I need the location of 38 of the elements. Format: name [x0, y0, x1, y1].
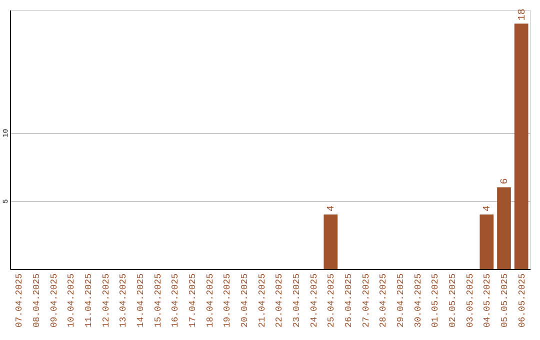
x-tick-label: 17.04.2025: [188, 274, 198, 328]
x-tick-label: 21.04.2025: [257, 274, 268, 328]
x-tick-label: 25.04.2025: [326, 274, 337, 328]
x-tick-label: 24.04.2025: [309, 274, 320, 328]
x-tick-label: 07.04.2025: [14, 274, 25, 328]
x-tick-label: 19.04.2025: [222, 274, 233, 328]
x-tick-label: 16.04.2025: [170, 274, 181, 328]
x-tick-label: 13.04.2025: [118, 274, 129, 328]
data-label: 4: [482, 205, 494, 212]
x-tick-label: 30.04.2025: [413, 274, 424, 328]
x-tick-label: 05.05.2025: [500, 274, 510, 328]
x-tick-label: 15.04.2025: [153, 274, 164, 328]
x-tick-label: 11.04.2025: [84, 274, 94, 328]
x-tick-label: 02.05.2025: [448, 274, 458, 328]
x-tick-label: 12.04.2025: [101, 274, 112, 328]
x-tick-label: 29.04.2025: [396, 274, 406, 328]
x-tick-label: 10.04.2025: [66, 274, 77, 328]
x-tick-label: 06.05.2025: [517, 274, 528, 328]
x-tick-label: 22.04.2025: [274, 274, 285, 328]
x-tick-label: 27.04.2025: [361, 274, 372, 328]
x-tick-label: 03.05.2025: [465, 274, 476, 328]
x-tick-label: 04.05.2025: [482, 274, 493, 328]
x-tick-label: 18.04.2025: [205, 274, 216, 328]
data-label: 4: [326, 205, 338, 212]
x-tick-label: 14.04.2025: [136, 274, 146, 328]
bar: [497, 187, 511, 269]
bar: [480, 214, 494, 269]
x-tick-label: 09.04.2025: [49, 274, 60, 328]
x-tick-label: 26.04.2025: [344, 274, 354, 328]
bar: [514, 24, 528, 269]
x-tick-label: 23.04.2025: [292, 274, 302, 328]
bar: [324, 214, 338, 269]
data-label: 6: [500, 178, 511, 184]
data-label: 18: [517, 8, 528, 21]
x-tick-label: 20.04.2025: [240, 274, 250, 328]
x-tick-label: 08.04.2025: [32, 274, 42, 328]
x-tick-label: 28.04.2025: [378, 274, 389, 328]
x-tick-label: 01.05.2025: [430, 274, 441, 328]
